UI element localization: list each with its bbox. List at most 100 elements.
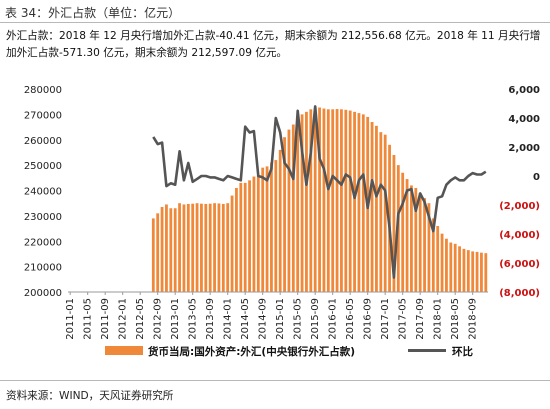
bar <box>305 111 308 293</box>
bar <box>256 175 260 292</box>
right-axis-tick-label: (6,000) <box>499 259 540 270</box>
bar <box>230 195 234 292</box>
footer: 资料来源：WIND，天风证券研究所 <box>0 380 550 409</box>
bar <box>480 252 483 292</box>
bar <box>375 125 378 292</box>
bar <box>418 193 422 292</box>
bar <box>208 203 212 292</box>
bar <box>405 179 409 292</box>
bar <box>173 208 177 292</box>
bar <box>252 176 256 292</box>
x-axis-tick-label: 2017-01 <box>380 298 391 340</box>
right-axis-tick-label: (8,000) <box>499 288 540 299</box>
left-axis-tick-label: 260000 <box>24 136 62 147</box>
right-axis-tick-label: 2,000 <box>508 143 540 154</box>
bar <box>313 108 317 292</box>
left-axis-tick-label: 250000 <box>24 161 62 172</box>
bar <box>462 248 466 292</box>
bar <box>436 226 440 292</box>
bar <box>296 119 300 292</box>
left-axis-tick-label: 280000 <box>24 85 62 96</box>
x-axis-tick-label: 2018-05 <box>450 298 461 340</box>
bar <box>200 203 203 292</box>
bar <box>165 204 168 292</box>
bar <box>182 204 186 292</box>
x-axis-tick-label: 2015-01 <box>275 298 286 340</box>
bar <box>217 203 221 292</box>
x-axis-tick-label: 2011-05 <box>83 298 94 340</box>
bar <box>471 251 475 292</box>
bar <box>475 251 479 292</box>
x-axis-tick-label: 2013-01 <box>170 298 181 340</box>
bar <box>169 208 173 292</box>
x-axis-tick-label: 2016-05 <box>345 298 356 340</box>
x-axis-tick-label: 2016-01 <box>328 298 339 340</box>
bar <box>353 111 356 293</box>
right-axis-tick-label: 4,000 <box>508 114 540 125</box>
bar <box>348 110 352 292</box>
x-axis-tick-label: 2013-09 <box>205 298 216 340</box>
legend-line-label: 环比 <box>452 345 473 358</box>
bar <box>235 187 238 292</box>
bar <box>449 242 453 292</box>
bar <box>423 198 426 292</box>
bar <box>383 134 387 292</box>
bar <box>239 182 243 292</box>
x-axis-tick-label: 2015-05 <box>293 298 304 340</box>
bar <box>370 121 374 292</box>
bar <box>335 109 339 292</box>
source-note: 资料来源：WIND，天风证券研究所 <box>6 390 174 402</box>
bar <box>278 149 282 292</box>
x-axis-tick-label: 2017-05 <box>398 298 409 340</box>
bar <box>226 203 230 292</box>
right-axis-tick-label: (2,000) <box>499 201 540 212</box>
summary-text: 外汇占款：2018 年 12 月央行增加外汇占款-40.41 亿元，期末余额为 … <box>6 30 541 59</box>
left-axis-tick-label: 240000 <box>24 187 62 198</box>
left-axis-tick-label: 210000 <box>24 263 62 274</box>
legend-bar-swatch <box>105 346 143 355</box>
chart-caption: 表 34：外汇占款（单位：亿元） <box>5 6 181 20</box>
bar <box>300 114 304 292</box>
bar <box>379 132 383 292</box>
x-axis-tick-label: 2015-09 <box>310 298 321 340</box>
bar <box>186 203 190 292</box>
bar <box>331 109 335 292</box>
bar <box>291 124 295 293</box>
x-axis-tick-label: 2018-01 <box>433 298 444 340</box>
bar <box>195 203 199 292</box>
bar <box>410 185 413 292</box>
bar <box>445 238 448 292</box>
bar <box>322 108 326 292</box>
bar <box>458 246 461 292</box>
table-header: 表 34：外汇占款（单位：亿元） <box>0 0 550 23</box>
bar <box>318 107 321 293</box>
left-axis-tick-label: 220000 <box>24 237 62 248</box>
x-axis-tick-label: 2011-01 <box>65 298 76 340</box>
bar <box>283 137 286 292</box>
bar <box>151 218 155 292</box>
bar <box>265 166 269 292</box>
bar <box>340 109 343 292</box>
right-axis-tick-label: 6,000 <box>508 85 540 96</box>
bar <box>361 114 365 292</box>
x-axis-tick-label: 2012-09 <box>153 298 164 340</box>
bar <box>392 154 396 292</box>
bar <box>414 187 418 292</box>
x-axis-tick-label: 2016-09 <box>363 298 374 340</box>
left-axis-tick-label: 230000 <box>24 212 62 223</box>
x-axis-tick-label: 2012-01 <box>118 298 129 340</box>
bar <box>287 129 291 292</box>
bar <box>178 203 181 292</box>
right-axis-tick-label: (4,000) <box>499 230 540 241</box>
bar <box>156 213 160 292</box>
bar <box>401 172 405 292</box>
x-axis-tick-label: 2014-05 <box>240 298 251 340</box>
bar <box>204 203 208 292</box>
x-axis-tick-label: 2014-01 <box>223 298 234 340</box>
legend-bar-label: 货币当局:国外资产:外汇(中央银行外汇占款) <box>147 345 355 358</box>
bar <box>357 113 361 292</box>
bar <box>309 109 313 292</box>
bar <box>484 253 488 292</box>
bar <box>243 182 247 292</box>
